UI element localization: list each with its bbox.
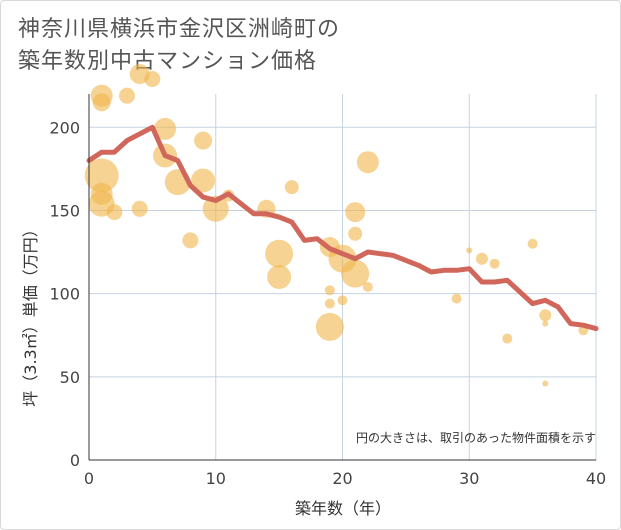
bubble-point bbox=[131, 200, 148, 217]
bubble-point bbox=[284, 180, 299, 195]
bubble-layer bbox=[84, 64, 589, 387]
x-tick-label: 0 bbox=[84, 469, 94, 488]
bubble-point bbox=[502, 333, 513, 344]
y-tick-label: 100 bbox=[49, 285, 80, 304]
average-price-line bbox=[86, 124, 599, 332]
bubble-point bbox=[356, 151, 379, 174]
bubble-point bbox=[451, 293, 462, 304]
bubble-point bbox=[527, 238, 538, 249]
bubble-point bbox=[119, 87, 136, 104]
bubble-point bbox=[182, 232, 199, 249]
title-line-2: 築年数別中古マンション価格 bbox=[18, 49, 318, 74]
bubble-point bbox=[324, 285, 335, 296]
bubble-size-note: 円の大きさは、取引のあった物件面積を示す bbox=[356, 430, 596, 445]
bubble-point bbox=[315, 312, 344, 341]
chart-title: 神奈川県横浜市金沢区洲崎町の 築年数別中古マンション価格 bbox=[18, 14, 578, 78]
y-axis-label: 坪（3.3㎡）単価（万円） bbox=[21, 221, 40, 406]
bubble-point bbox=[345, 202, 366, 223]
bubble-point bbox=[191, 168, 216, 193]
axis-layer: 0 50 100 150 200 0 10 20 30 40 bbox=[49, 94, 606, 488]
x-tick-label: 30 bbox=[459, 469, 479, 488]
bubble-point bbox=[154, 117, 177, 140]
y-tick-label: 50 bbox=[60, 368, 80, 387]
bubble-point bbox=[92, 93, 111, 112]
bubble-point bbox=[202, 195, 229, 222]
bubble-point bbox=[341, 259, 370, 288]
bubble-point bbox=[542, 320, 549, 327]
y-tick-label: 200 bbox=[49, 118, 80, 137]
x-tick-label: 10 bbox=[206, 469, 226, 488]
bubble-point bbox=[267, 265, 292, 289]
y-tick-label: 150 bbox=[49, 201, 80, 220]
bubble-point bbox=[475, 252, 488, 265]
bubble-point bbox=[324, 298, 335, 309]
bubble-point bbox=[84, 158, 119, 193]
bubble-point bbox=[348, 226, 363, 241]
bubble-point bbox=[106, 204, 123, 221]
bubble-point bbox=[489, 258, 500, 269]
x-tick-label: 20 bbox=[332, 469, 352, 488]
bubble-point bbox=[539, 309, 552, 322]
trend-line-layer bbox=[86, 124, 599, 332]
x-axis-label: 築年数（年） bbox=[295, 499, 391, 518]
x-tick-label: 40 bbox=[586, 469, 606, 488]
bubble-point bbox=[144, 71, 161, 88]
bubble-point bbox=[265, 239, 294, 268]
title-line-1: 神奈川県横浜市金沢区洲崎町の bbox=[18, 17, 341, 42]
bubble-point bbox=[362, 281, 373, 292]
bubble-point bbox=[337, 295, 348, 306]
y-tick-label: 0 bbox=[70, 451, 80, 470]
bubble-point bbox=[542, 380, 549, 387]
bubble-point bbox=[194, 131, 213, 150]
bubble-point bbox=[466, 247, 473, 254]
